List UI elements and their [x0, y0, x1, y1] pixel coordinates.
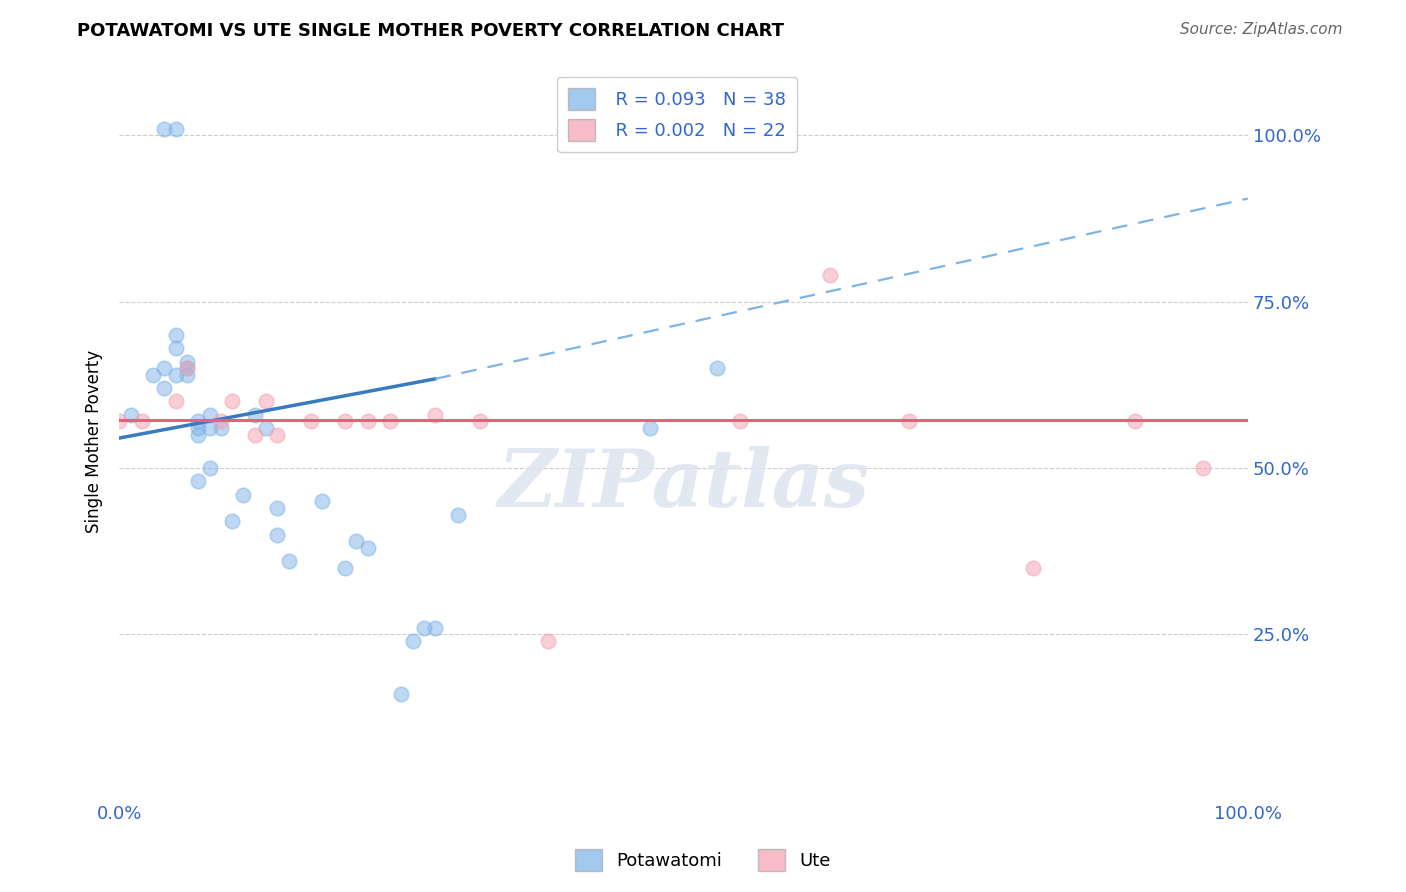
Point [120, 408, 142, 422]
Point [1022, 561, 1045, 575]
Point [209, 414, 232, 428]
Point [243, 408, 266, 422]
Point [470, 414, 492, 428]
Point [1191, 461, 1213, 475]
Point [356, 414, 378, 428]
Point [299, 414, 322, 428]
Point [187, 421, 209, 435]
Legend: Potawatomi, Ute: Potawatomi, Ute [568, 842, 838, 879]
Point [254, 421, 277, 435]
Point [165, 394, 187, 409]
Point [165, 341, 187, 355]
Point [425, 621, 447, 635]
Point [254, 394, 277, 409]
Point [425, 408, 447, 422]
Point [165, 121, 187, 136]
Point [187, 475, 209, 489]
Point [402, 634, 425, 648]
Point [198, 408, 221, 422]
Point [198, 421, 221, 435]
Point [537, 634, 560, 648]
Point [277, 554, 299, 568]
Point [344, 534, 367, 549]
Point [728, 414, 751, 428]
Point [221, 514, 243, 528]
Legend:   R = 0.093   N = 38,   R = 0.002   N = 22: R = 0.093 N = 38, R = 0.002 N = 22 [557, 77, 797, 152]
Text: ZIPatlas: ZIPatlas [498, 446, 870, 524]
Point [820, 268, 842, 282]
Point [221, 394, 243, 409]
Point [187, 427, 209, 442]
Point [176, 361, 198, 376]
Point [266, 427, 288, 442]
Text: Source: ZipAtlas.com: Source: ZipAtlas.com [1180, 22, 1343, 37]
Point [176, 354, 198, 368]
Point [266, 500, 288, 515]
Point [165, 368, 187, 382]
Point [153, 361, 176, 376]
Point [311, 494, 333, 508]
Point [209, 421, 232, 435]
Point [142, 368, 165, 382]
Text: POTAWATOMI VS UTE SINGLE MOTHER POVERTY CORRELATION CHART: POTAWATOMI VS UTE SINGLE MOTHER POVERTY … [77, 22, 785, 40]
Point [153, 121, 176, 136]
Point [413, 621, 436, 635]
Point [356, 541, 378, 555]
Point [898, 414, 921, 428]
Point [391, 687, 413, 701]
Point [1123, 414, 1146, 428]
Point [176, 361, 198, 376]
Point [638, 421, 661, 435]
Point [187, 414, 209, 428]
Point [333, 414, 356, 428]
Point [232, 487, 254, 501]
Point [447, 508, 470, 522]
Point [131, 414, 153, 428]
Point [176, 368, 198, 382]
Point [333, 561, 356, 575]
Point [378, 414, 401, 428]
Point [165, 327, 187, 342]
Point [243, 427, 266, 442]
Y-axis label: Single Mother Poverty: Single Mother Poverty [86, 350, 103, 533]
Point [153, 381, 176, 395]
Point [198, 461, 221, 475]
Point [706, 361, 728, 376]
Point [108, 414, 131, 428]
Point [266, 527, 288, 541]
